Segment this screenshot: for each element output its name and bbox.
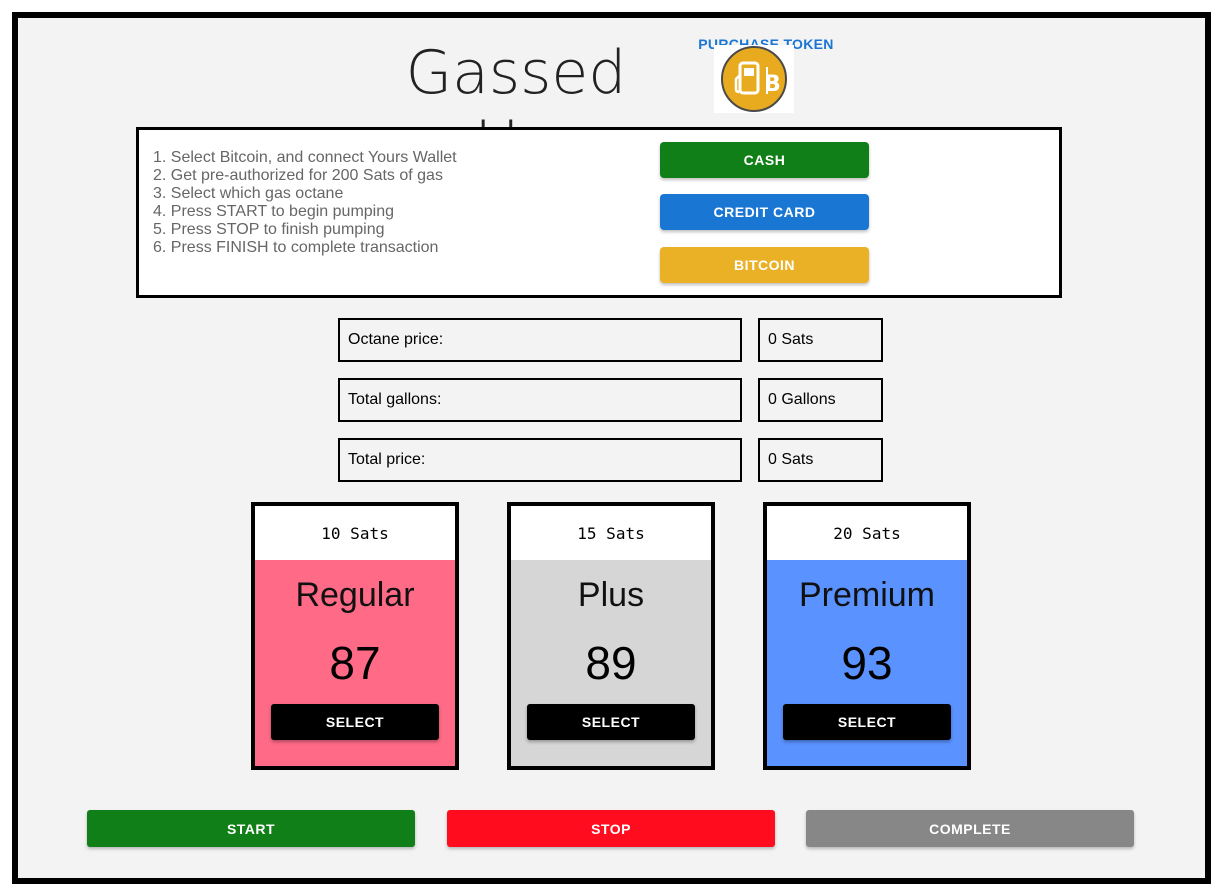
- total-gallons-label: Total gallons:: [338, 378, 742, 422]
- complete-button[interactable]: COMPLETE: [806, 810, 1134, 847]
- svg-text:B: B: [764, 72, 781, 97]
- stop-button[interactable]: STOP: [447, 810, 775, 847]
- instructions-panel: 1. Select Bitcoin, and connect Yours Wal…: [136, 127, 1062, 298]
- octane-number: 89: [585, 637, 637, 689]
- octane-card-regular: 10 Sats Regular 87 SELECT: [251, 502, 459, 770]
- cash-button[interactable]: CASH: [660, 142, 869, 178]
- bitcoin-gas-pump-icon: B: [721, 46, 787, 112]
- instruction-list: 1. Select Bitcoin, and connect Yours Wal…: [153, 149, 457, 257]
- octane-card-premium: 20 Sats Premium 93 SELECT: [763, 502, 971, 770]
- select-premium-button[interactable]: SELECT: [783, 704, 951, 740]
- octane-price: 20 Sats: [767, 506, 967, 560]
- select-plus-button[interactable]: SELECT: [527, 704, 695, 740]
- octane-price: 15 Sats: [511, 506, 711, 560]
- total-price-value: 0 Sats: [758, 438, 883, 482]
- octane-number: 87: [329, 637, 381, 689]
- octane-name: Regular: [295, 576, 415, 614]
- bitcoin-button[interactable]: BITCOIN: [660, 247, 869, 283]
- octane-card-body: Regular 87 SELECT: [255, 560, 455, 766]
- credit-card-button[interactable]: CREDIT CARD: [660, 194, 869, 230]
- instruction-step: 3. Select which gas octane: [153, 185, 344, 202]
- purchase-token-button[interactable]: B: [714, 45, 794, 113]
- instruction-step: 1. Select Bitcoin, and connect Yours Wal…: [153, 149, 457, 166]
- octane-name: Plus: [577, 576, 645, 614]
- total-price-label: Total price:: [338, 438, 742, 482]
- instruction-step: 4. Press START to begin pumping: [153, 203, 395, 220]
- octane-card-body: Plus 89 SELECT: [511, 560, 711, 766]
- instruction-step: 2. Get pre-authorized for 200 Sats of ga…: [153, 167, 443, 184]
- octane-price-label: Octane price:: [338, 318, 742, 362]
- octane-number: 93: [841, 637, 893, 689]
- octane-price: 10 Sats: [255, 506, 455, 560]
- instruction-step: 6. Press FINISH to complete transaction: [153, 239, 439, 256]
- octane-card-body: Premium 93 SELECT: [767, 560, 967, 766]
- start-button[interactable]: START: [87, 810, 415, 847]
- select-regular-button[interactable]: SELECT: [271, 704, 439, 740]
- octane-name: Premium: [798, 576, 936, 614]
- total-gallons-value: 0 Gallons: [758, 378, 883, 422]
- octane-card-plus: 15 Sats Plus 89 SELECT: [507, 502, 715, 770]
- instruction-step: 5. Press STOP to finish pumping: [153, 221, 385, 238]
- octane-price-value: 0 Sats: [758, 318, 883, 362]
